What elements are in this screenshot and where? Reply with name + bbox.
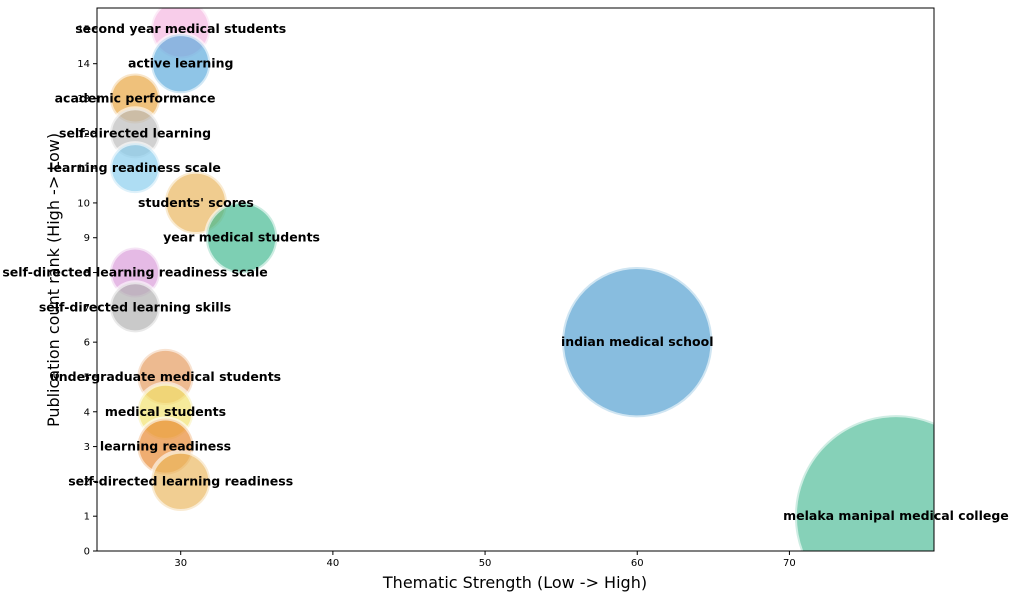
x-tick-label: 70	[783, 558, 796, 569]
bubble-label-2: academic performance	[55, 91, 216, 106]
plot-frame	[96, 7, 935, 552]
bubble-label-4: learning readiness scale	[49, 160, 221, 175]
y-tick-label: 12	[77, 129, 90, 140]
bubble-label-7: self-directed learning readiness scale	[2, 265, 267, 280]
bubble-label-1: active learning	[128, 56, 233, 71]
x-tick-label: 40	[327, 558, 340, 569]
x-axis-ticks: 30 40 50 60 70	[174, 551, 796, 569]
y-tick-label: 15	[77, 24, 90, 35]
y-tick-label: 3	[84, 442, 90, 453]
x-tick-label: 50	[479, 558, 492, 569]
bubble-1	[149, 32, 213, 96]
bubble-label-11: medical students	[105, 404, 226, 419]
bubble-label-6: year medical students	[163, 230, 320, 245]
y-tick-label: 2	[84, 477, 90, 488]
x-tick-label: 60	[631, 558, 644, 569]
y-tick-label: 5	[84, 372, 90, 383]
y-axis-title: Publication count rank (High -> Low)	[44, 133, 63, 427]
bubble-label-14: melaka manipal medical college	[783, 508, 1009, 523]
y-tick-label: 13	[77, 94, 90, 105]
bubble-13	[149, 449, 213, 513]
y-tick-label: 9	[84, 233, 90, 244]
bubble-label-12: learning readiness	[100, 439, 231, 454]
bubble-8	[108, 280, 163, 335]
y-tick-label: 7	[84, 303, 90, 314]
y-tick-label: 11	[77, 164, 90, 175]
y-tick-label: 1	[84, 512, 90, 523]
bubble-label-10: undergraduate medical students	[50, 369, 281, 384]
bubble-9	[560, 264, 715, 420]
bubble-layer	[108, 8, 934, 551]
x-tick-label: 30	[174, 558, 187, 569]
bubble-label-5: students' scores	[138, 195, 254, 210]
x-axis-title: Thematic Strength (Low -> High)	[382, 573, 647, 592]
bubble-14	[792, 413, 934, 551]
y-tick-label: 6	[84, 338, 90, 349]
bubble-label-8: self-directed learning skills	[39, 299, 231, 314]
y-tick-label: 8	[84, 268, 90, 279]
bubble-label-9: indian medical school	[561, 334, 714, 349]
bubble-4	[108, 141, 163, 196]
y-tick-label: 0	[84, 547, 90, 558]
bubble-label-0: second year medical students	[75, 21, 286, 36]
y-tick-label: 14	[77, 59, 90, 70]
bubble-label-13: self-directed learning readiness	[68, 473, 293, 488]
bubble-6	[203, 200, 280, 276]
y-tick-label: 10	[77, 198, 90, 209]
y-tick-label: 4	[84, 407, 90, 418]
